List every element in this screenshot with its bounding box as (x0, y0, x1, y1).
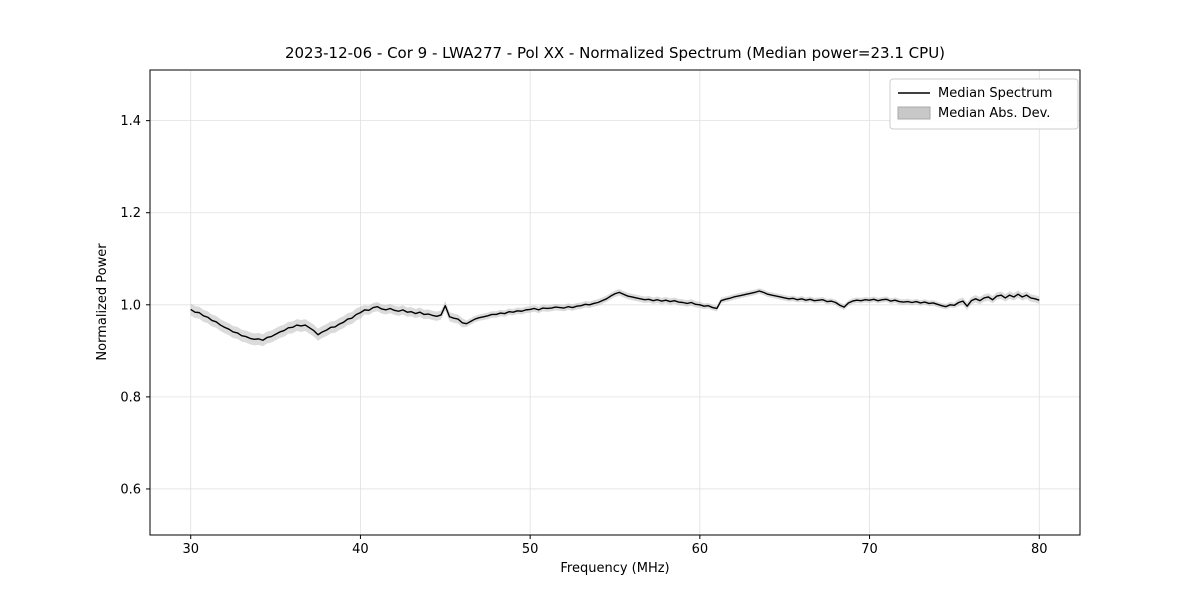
y-tick-label: 1.2 (120, 206, 141, 221)
chart-title: 2023-12-06 - Cor 9 - LWA277 - Pol XX - N… (285, 44, 945, 62)
legend-box (889, 78, 1079, 130)
x-tick-label: 40 (352, 542, 369, 557)
x-tick-label: 70 (861, 542, 878, 557)
mad-band-area (190, 288, 1040, 347)
y-tick-label: 1.0 (120, 298, 141, 313)
axes-frame (149, 69, 1081, 536)
y-tick-label: 0.8 (120, 390, 141, 405)
y-axis-label: Normalized Power (95, 243, 110, 361)
x-axis-ticks: 30 40 50 60 70 80 (182, 535, 1048, 557)
y-tick-label: 0.6 (120, 482, 141, 497)
x-axis-label: Frequency (MHz) (560, 561, 669, 576)
legend-label-median-spectrum: Median Spectrum (938, 86, 1052, 101)
median-abs-dev-band (190, 288, 1040, 347)
grid-lines (150, 70, 1080, 535)
legend: Median Spectrum Median Abs. Dev. (889, 78, 1079, 130)
x-tick-label: 30 (182, 542, 199, 557)
y-tick-label: 1.4 (120, 114, 141, 129)
median-spectrum-line (190, 290, 1040, 341)
x-tick-label: 80 (1031, 542, 1048, 557)
median-spectrum-path (190, 290, 1040, 341)
y-axis-ticks: 0.6 0.8 1.0 1.2 1.4 (120, 114, 150, 497)
legend-label-median-abs-dev: Median Abs. Dev. (938, 106, 1050, 121)
legend-patch-sample (897, 106, 931, 120)
x-tick-label: 60 (692, 542, 709, 557)
x-tick-label: 50 (522, 542, 539, 557)
